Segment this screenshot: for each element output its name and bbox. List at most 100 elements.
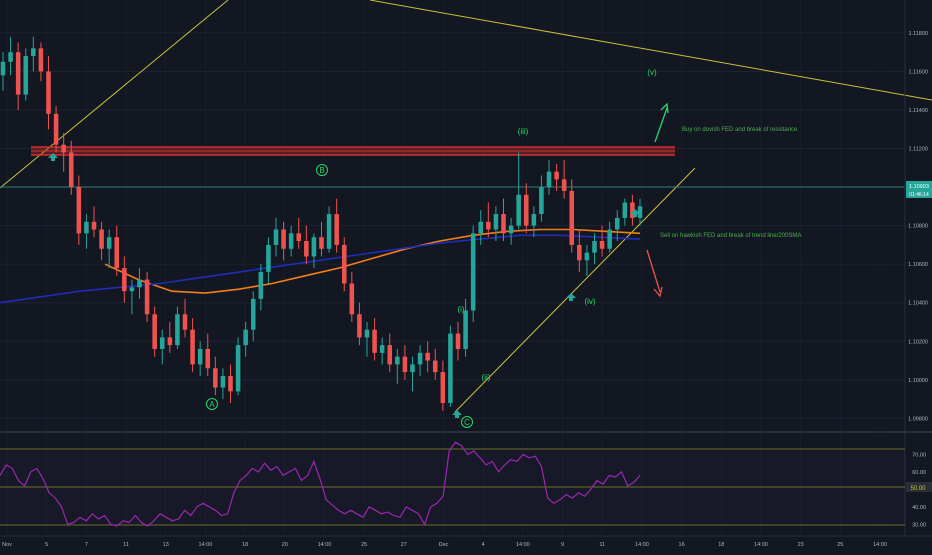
candle[interactable]	[508, 217, 514, 245]
candle[interactable]	[31, 36, 36, 72]
candle[interactable]	[122, 256, 127, 303]
wave-label-ii[interactable]: (ii)	[482, 373, 491, 382]
candle[interactable]	[129, 279, 135, 315]
wave-label-i[interactable]: (i)	[457, 305, 464, 314]
candle[interactable]	[243, 322, 248, 357]
candle[interactable]	[304, 225, 309, 265]
candle[interactable]	[470, 225, 476, 322]
candle[interactable]	[144, 271, 150, 322]
candle[interactable]	[440, 360, 446, 411]
candle[interactable]	[114, 225, 120, 276]
candle[interactable]	[554, 163, 559, 191]
candle[interactable]	[311, 233, 317, 269]
candle[interactable]	[84, 214, 89, 249]
candle[interactable]	[501, 198, 506, 242]
candle[interactable]	[258, 264, 264, 311]
candle[interactable]	[23, 48, 29, 101]
candle[interactable]	[334, 198, 339, 253]
candle[interactable]	[213, 356, 218, 396]
trend-line-upper-left[interactable]	[0, 0, 229, 189]
candle[interactable]	[326, 206, 332, 253]
candle[interactable]	[235, 337, 241, 396]
candle[interactable]	[410, 356, 415, 392]
candle[interactable]	[379, 337, 385, 365]
annotation-buy[interactable]: Buy on dovish FED and break of resistanc…	[682, 127, 798, 133]
time-axis[interactable]: Nov 5 7 11 13 14:00 18 20 14:00 25 27 Dec 4 14:00 9 11 1…	[2, 542, 887, 548]
candle[interactable]	[296, 217, 302, 249]
candle[interactable]	[0, 52, 6, 91]
candle[interactable]	[561, 160, 567, 199]
candle[interactable]	[68, 140, 74, 195]
candle[interactable]	[387, 333, 393, 373]
candle[interactable]	[523, 183, 529, 234]
candle[interactable]	[319, 221, 324, 257]
candle[interactable]	[175, 306, 180, 349]
wave-label-v[interactable]: (v)	[647, 68, 657, 77]
candle[interactable]	[341, 237, 347, 292]
candle[interactable]	[463, 298, 468, 357]
annotation-sell[interactable]: Sell on hawkish FED and break of trend l…	[660, 233, 801, 239]
candle[interactable]	[61, 133, 66, 172]
candle[interactable]	[106, 229, 112, 269]
candle[interactable]	[152, 306, 157, 357]
candle[interactable]	[220, 368, 226, 400]
candle[interactable]	[46, 56, 51, 130]
candle[interactable]	[349, 271, 355, 322]
wave-label-a[interactable]: A	[206, 398, 218, 410]
candle[interactable]	[637, 198, 643, 226]
candle[interactable]	[531, 206, 537, 238]
candle[interactable]	[432, 348, 438, 380]
candle[interactable]	[357, 302, 362, 346]
candle[interactable]	[91, 206, 97, 238]
candle[interactable]	[281, 221, 286, 261]
candle[interactable]	[190, 318, 195, 373]
candle[interactable]	[402, 345, 408, 380]
candle[interactable]	[38, 42, 44, 82]
rsi-line[interactable]	[0, 441, 641, 527]
candle[interactable]	[395, 348, 400, 384]
wave-label-iv[interactable]: (iv)	[584, 297, 595, 306]
candle[interactable]	[417, 345, 423, 376]
candle[interactable]	[569, 179, 575, 253]
candle[interactable]	[630, 194, 635, 226]
candle[interactable]	[577, 229, 582, 272]
candlestick-series[interactable]	[0, 36, 643, 411]
candle[interactable]	[266, 237, 271, 284]
ema-line[interactable]	[104, 228, 641, 294]
candle[interactable]	[614, 210, 620, 242]
candle[interactable]	[364, 322, 370, 357]
candle[interactable]	[539, 175, 544, 222]
candle[interactable]	[53, 106, 59, 153]
rsi-pane[interactable]: 70.00 60.00 40.00 30.00 50.00	[0, 441, 932, 528]
candle[interactable]	[167, 322, 173, 353]
candle[interactable]	[137, 268, 142, 299]
trend-line-descending[interactable]	[369, 0, 932, 101]
candle[interactable]	[228, 364, 233, 403]
candle[interactable]	[372, 318, 377, 361]
candle[interactable]	[607, 221, 612, 253]
candle[interactable]	[599, 225, 605, 257]
wave-label-c[interactable]: C	[461, 416, 473, 428]
candle[interactable]	[250, 291, 256, 342]
candle[interactable]	[546, 160, 552, 195]
resistance-zone[interactable]	[31, 146, 675, 156]
trend-line-ascending[interactable]	[454, 167, 696, 413]
candle[interactable]	[478, 210, 484, 245]
candle[interactable]	[486, 202, 491, 238]
candle[interactable]	[288, 225, 294, 257]
candle[interactable]	[516, 152, 521, 230]
candle[interactable]	[584, 244, 590, 276]
candle[interactable]	[76, 175, 82, 245]
candle[interactable]	[8, 36, 13, 76]
candle[interactable]	[205, 333, 211, 376]
wave-label-b[interactable]: B	[316, 164, 328, 176]
candle[interactable]	[448, 325, 453, 407]
candle[interactable]	[425, 341, 430, 373]
candle[interactable]	[622, 198, 628, 226]
candle[interactable]	[99, 221, 104, 261]
candle[interactable]	[455, 322, 461, 361]
wave-label-iii[interactable]: (iii)	[518, 127, 529, 136]
candle[interactable]	[15, 42, 21, 110]
